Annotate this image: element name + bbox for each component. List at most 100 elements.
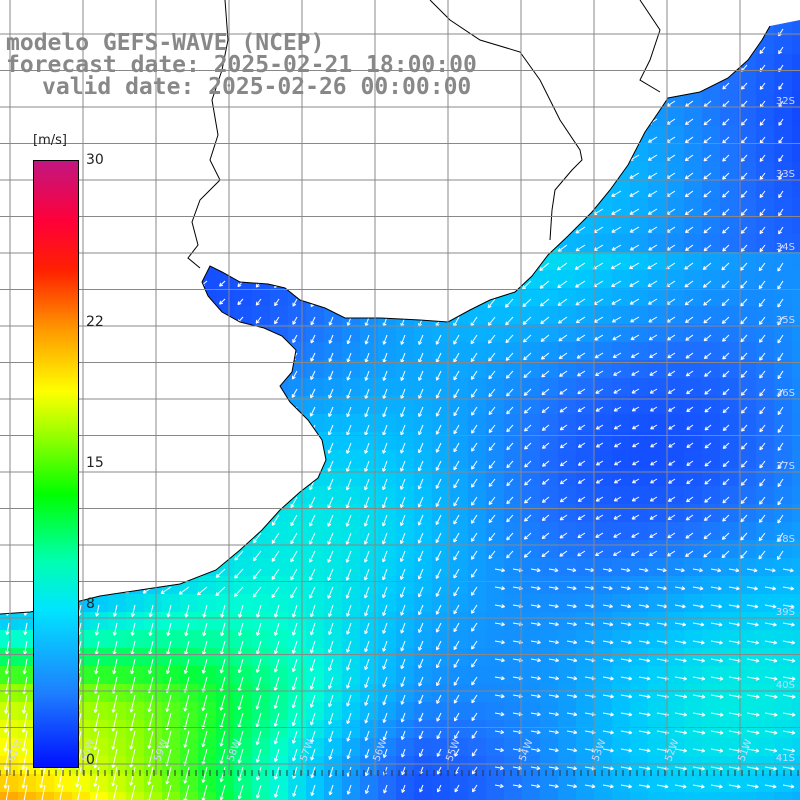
wind-cell [594, 702, 612, 720]
wind-cell [702, 234, 720, 252]
wind-cell [738, 630, 756, 648]
wind-cell [648, 738, 666, 756]
wind-cell [450, 594, 468, 612]
wind-cell [450, 630, 468, 648]
wind-cell [540, 558, 558, 576]
wind-cell [630, 612, 648, 630]
wind-cell [306, 378, 324, 396]
wind-cell [144, 612, 162, 630]
wind-cell [360, 324, 378, 342]
wind-cell [414, 594, 432, 612]
wind-cell [738, 486, 756, 504]
wind-cell [414, 378, 432, 396]
wind-cell [720, 612, 738, 630]
wind-cell [702, 396, 720, 414]
wind-cell [540, 522, 558, 540]
wind-cell [378, 612, 396, 630]
wind-cell [54, 792, 72, 800]
wind-cell [522, 702, 540, 720]
wind-cell [396, 432, 414, 450]
wind-cell [648, 612, 666, 630]
wind-cell [378, 378, 396, 396]
wind-cell [486, 666, 504, 684]
wind-cell [378, 414, 396, 432]
wind-cell [216, 774, 234, 792]
wind-cell [180, 774, 198, 792]
wind-cell [270, 648, 288, 666]
wind-cell [756, 486, 774, 504]
wind-cell [414, 630, 432, 648]
wind-cell [396, 594, 414, 612]
wind-cell [684, 126, 702, 144]
wind-cell [792, 396, 800, 414]
wind-cell [0, 756, 18, 774]
wind-cell [396, 450, 414, 468]
wind-cell [792, 738, 800, 756]
wind-cell [108, 630, 126, 648]
wind-cell [522, 594, 540, 612]
wind-cell [558, 774, 576, 792]
wind-cell [414, 504, 432, 522]
wind-cell [576, 792, 594, 800]
wind-cell [738, 378, 756, 396]
wind-cell [342, 684, 360, 702]
wind-cell [558, 594, 576, 612]
wind-cell [324, 540, 342, 558]
wind-cell [324, 432, 342, 450]
wind-cell [216, 594, 234, 612]
wind-cell [540, 378, 558, 396]
wind-cell [702, 378, 720, 396]
wind-cell [684, 396, 702, 414]
wind-cell [720, 558, 738, 576]
wind-cell [90, 648, 108, 666]
wind-cell [702, 774, 720, 792]
wind-cell [792, 684, 800, 702]
wind-cell [774, 612, 792, 630]
wind-cell [108, 756, 126, 774]
wind-cell [342, 324, 360, 342]
wind-cell [306, 504, 324, 522]
colorbar [33, 160, 79, 768]
wind-cell [666, 432, 684, 450]
wind-cell [450, 666, 468, 684]
wind-cell [414, 414, 432, 432]
wind-cell [504, 594, 522, 612]
wind-cell [324, 792, 342, 800]
wind-cell [756, 504, 774, 522]
wind-cell [504, 792, 522, 800]
wind-cell [504, 738, 522, 756]
wind-cell [252, 558, 270, 576]
wind-cell [270, 522, 288, 540]
wind-cell [702, 612, 720, 630]
wind-cell [612, 702, 630, 720]
wind-cell [558, 360, 576, 378]
wind-cell [378, 468, 396, 486]
wind-cell [486, 648, 504, 666]
wind-cell [540, 648, 558, 666]
wind-cell [396, 486, 414, 504]
wind-cell [792, 666, 800, 684]
wind-cell [738, 702, 756, 720]
wind-cell [720, 450, 738, 468]
wind-cell [738, 504, 756, 522]
wind-cell [342, 576, 360, 594]
wind-cell [558, 324, 576, 342]
wind-cell [396, 540, 414, 558]
wind-cell [738, 612, 756, 630]
wind-cell [504, 630, 522, 648]
wind-cell [738, 720, 756, 738]
wind-cell [756, 180, 774, 198]
wind-cell [684, 216, 702, 234]
wind-cell [378, 432, 396, 450]
wind-cell [792, 648, 800, 666]
wind-cell [414, 450, 432, 468]
wind-cell [342, 792, 360, 800]
wind-cell [414, 432, 432, 450]
wind-cell [648, 702, 666, 720]
wind-cell [594, 576, 612, 594]
wind-cell [792, 216, 800, 234]
wind-cell [450, 504, 468, 522]
wind-cell [450, 648, 468, 666]
wind-cell [540, 792, 558, 800]
wind-cell [468, 504, 486, 522]
